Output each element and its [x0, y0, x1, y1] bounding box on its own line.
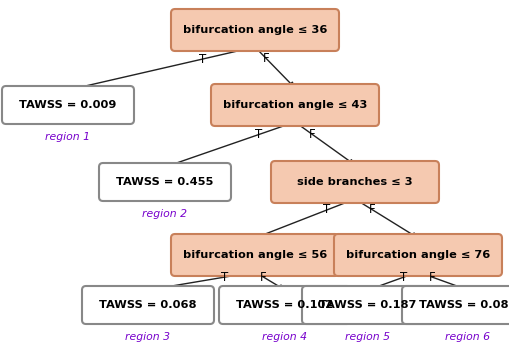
FancyBboxPatch shape	[301, 286, 433, 324]
FancyBboxPatch shape	[171, 234, 338, 276]
Text: F: F	[262, 52, 269, 65]
Text: T: T	[199, 52, 206, 66]
FancyBboxPatch shape	[218, 286, 350, 324]
Text: bifurcation angle ≤ 56: bifurcation angle ≤ 56	[183, 250, 326, 260]
Text: F: F	[260, 271, 266, 284]
Text: region 5: region 5	[345, 332, 390, 342]
Text: region 3: region 3	[125, 332, 170, 342]
Text: T: T	[323, 203, 330, 216]
Text: TAWSS = 0.102: TAWSS = 0.102	[236, 300, 333, 310]
Text: F: F	[369, 203, 375, 216]
Text: region 2: region 2	[142, 209, 187, 219]
Text: region 4: region 4	[262, 332, 307, 342]
Text: region 1: region 1	[45, 132, 90, 142]
FancyBboxPatch shape	[270, 161, 438, 203]
Text: T: T	[254, 128, 262, 141]
FancyBboxPatch shape	[82, 286, 214, 324]
Text: TAWSS = 0.455: TAWSS = 0.455	[116, 177, 213, 187]
Text: T: T	[221, 271, 228, 284]
Text: F: F	[308, 128, 315, 141]
FancyBboxPatch shape	[99, 163, 231, 201]
Text: TAWSS = 0.085: TAWSS = 0.085	[418, 300, 509, 310]
Text: bifurcation angle ≤ 36: bifurcation angle ≤ 36	[182, 25, 327, 35]
FancyBboxPatch shape	[2, 86, 134, 124]
FancyBboxPatch shape	[211, 84, 378, 126]
FancyBboxPatch shape	[401, 286, 509, 324]
Text: bifurcation angle ≤ 43: bifurcation angle ≤ 43	[222, 100, 366, 110]
Text: F: F	[428, 271, 435, 284]
FancyBboxPatch shape	[333, 234, 501, 276]
Text: TAWSS = 0.009: TAWSS = 0.009	[19, 100, 117, 110]
Text: region 6: region 6	[445, 332, 490, 342]
Text: TAWSS = 0.068: TAWSS = 0.068	[99, 300, 196, 310]
Text: bifurcation angle ≤ 76: bifurcation angle ≤ 76	[345, 250, 489, 260]
Text: TAWSS = 0.187: TAWSS = 0.187	[319, 300, 416, 310]
FancyBboxPatch shape	[171, 9, 338, 51]
Text: side branches ≤ 3: side branches ≤ 3	[297, 177, 412, 187]
Text: T: T	[400, 271, 407, 284]
